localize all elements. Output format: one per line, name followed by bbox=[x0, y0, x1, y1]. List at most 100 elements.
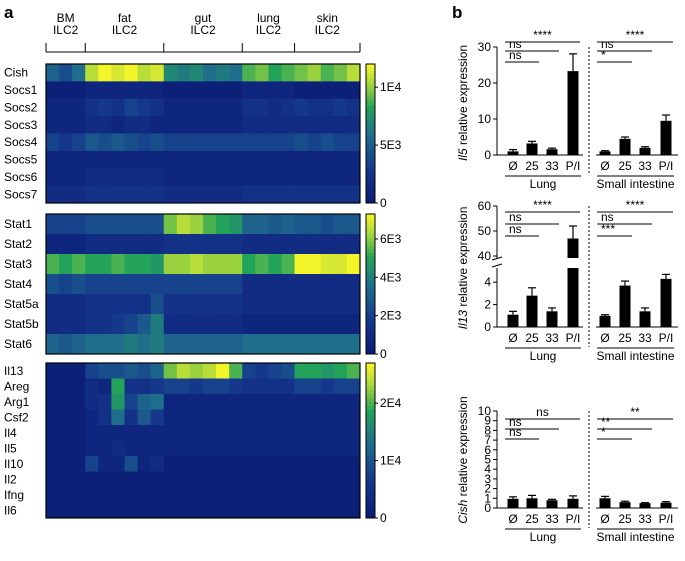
heatmap-cell bbox=[294, 502, 309, 519]
colorbar-tick-label: 4E3 bbox=[380, 270, 402, 284]
significance-label: ns bbox=[509, 210, 522, 224]
heatmap-cell bbox=[229, 214, 243, 235]
heatmap-cell bbox=[333, 471, 348, 488]
heatmap-cell bbox=[176, 471, 191, 488]
heatmap-cell bbox=[72, 487, 86, 503]
heatmap-cell bbox=[176, 502, 191, 519]
bar bbox=[639, 311, 651, 327]
heatmap-cell bbox=[203, 294, 217, 315]
heatmap-cell bbox=[111, 133, 125, 152]
heatmap-cell bbox=[124, 64, 138, 82]
heatmap-cell bbox=[98, 185, 112, 204]
heatmap-cell bbox=[255, 81, 269, 100]
heatmap-cell bbox=[216, 294, 230, 315]
heatmap-cell bbox=[189, 409, 204, 426]
heatmap-cell bbox=[294, 185, 309, 204]
y-tick-label: 0 bbox=[484, 501, 491, 515]
bar bbox=[619, 502, 631, 508]
significance-label: ns bbox=[509, 37, 522, 51]
bar bbox=[526, 295, 538, 327]
significance-label: * bbox=[601, 425, 606, 439]
heatmap-cell bbox=[59, 64, 73, 82]
heatmap-cell bbox=[46, 409, 60, 426]
heatmap-cell bbox=[333, 116, 348, 134]
colorbar-segment bbox=[366, 343, 375, 348]
heatmap-cell bbox=[307, 502, 322, 519]
heatmap-cell bbox=[124, 314, 138, 335]
group-sublabel-3: ILC2 bbox=[256, 23, 282, 37]
category-label: Ø bbox=[508, 331, 517, 345]
heatmap-cell bbox=[124, 471, 138, 488]
row-label-il6: Il6 bbox=[4, 503, 17, 517]
heatmap-cell bbox=[281, 334, 295, 355]
heatmap-cell bbox=[346, 425, 361, 441]
heatmap-cell bbox=[111, 98, 125, 117]
heatmap-cell bbox=[255, 334, 269, 355]
colorbar-tick-label: 0 bbox=[380, 511, 387, 525]
heatmap-cell bbox=[229, 378, 243, 395]
colorbar-segment bbox=[366, 312, 375, 316]
heatmap-cell bbox=[176, 116, 191, 134]
colorbar-segment bbox=[366, 185, 375, 190]
colorbar-segment bbox=[366, 333, 375, 337]
colorbar-segment bbox=[366, 150, 375, 155]
heatmap-cell bbox=[320, 133, 335, 152]
heatmap-cell bbox=[85, 334, 99, 355]
heatmap-cell bbox=[346, 214, 361, 235]
heatmap-cell bbox=[137, 394, 152, 410]
heatmap-cell bbox=[85, 64, 99, 82]
heatmap-cell bbox=[46, 456, 60, 472]
heatmap-cell bbox=[72, 64, 86, 82]
heatmap-cell bbox=[320, 363, 335, 379]
row-label-stat1: Stat1 bbox=[4, 217, 32, 231]
heatmap-cell bbox=[203, 116, 217, 134]
y-axis-gene: Il13 bbox=[456, 310, 470, 330]
heatmap-cell bbox=[294, 168, 309, 187]
heatmap-cell bbox=[229, 98, 243, 117]
bar bbox=[546, 311, 558, 327]
y-tick-label: 30 bbox=[478, 40, 492, 54]
heatmap-cell bbox=[59, 314, 73, 335]
category-label: Ø bbox=[508, 159, 517, 173]
heatmap-cell bbox=[216, 234, 230, 255]
heatmap-cell bbox=[72, 185, 86, 204]
heatmap-cell bbox=[281, 314, 295, 335]
heatmap-cell bbox=[98, 334, 112, 355]
category-label: 25 bbox=[525, 512, 539, 526]
heatmap-cell bbox=[268, 116, 282, 134]
colorbar-segment bbox=[366, 70, 375, 75]
heatmap-cell bbox=[176, 214, 191, 235]
y-tick-label: 4 bbox=[484, 275, 491, 289]
colorbar-segment bbox=[366, 196, 375, 201]
heatmap-cell bbox=[346, 116, 361, 134]
heatmap-cell bbox=[203, 471, 217, 488]
heatmap-cell bbox=[346, 409, 361, 426]
colorbar-segment bbox=[366, 81, 375, 86]
heatmap-cell bbox=[294, 425, 309, 441]
heatmap-cell bbox=[333, 425, 348, 441]
heatmap-cell bbox=[85, 98, 99, 117]
heatmap-cell bbox=[242, 394, 256, 410]
heatmap-cell bbox=[307, 150, 322, 169]
heatmap-cell bbox=[163, 502, 178, 519]
heatmap-cell bbox=[85, 150, 99, 169]
heatmap-cell bbox=[229, 133, 243, 152]
heatmap-cell bbox=[294, 214, 309, 235]
y-tick-label: 4 bbox=[484, 462, 491, 476]
heatmap-cell bbox=[85, 168, 99, 187]
heatmap-cell bbox=[281, 185, 295, 204]
heatmap-cell bbox=[346, 64, 361, 82]
colorbar-segment bbox=[366, 273, 375, 278]
heatmap-cell bbox=[85, 274, 99, 295]
heatmap-cell bbox=[216, 363, 230, 379]
heatmap-cell bbox=[268, 168, 282, 187]
heatmap-cell bbox=[346, 502, 361, 519]
heatmap-cell bbox=[242, 81, 256, 100]
colorbar-segment bbox=[366, 192, 375, 197]
heatmap-cell bbox=[216, 487, 230, 503]
colorbar-segment bbox=[366, 284, 375, 288]
colorbar-segment bbox=[366, 154, 375, 159]
heatmap-cell bbox=[150, 185, 165, 204]
heatmap-cell bbox=[203, 64, 217, 82]
category-label: P/I bbox=[566, 159, 581, 173]
